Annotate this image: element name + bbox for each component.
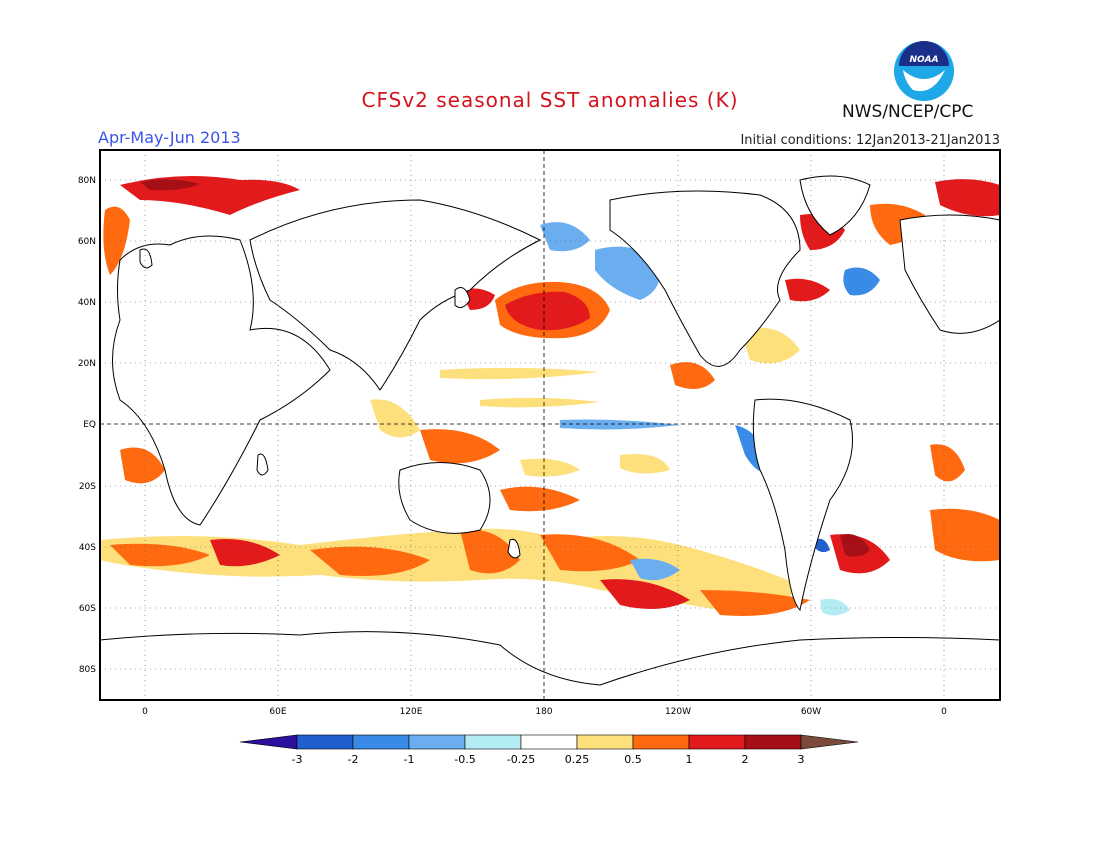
lat-label: 20N bbox=[78, 359, 96, 369]
lon-label: 120W bbox=[665, 707, 691, 717]
lat-label: 20S bbox=[79, 482, 96, 492]
colorbar-segment bbox=[744, 734, 802, 750]
lat-label: 40N bbox=[78, 298, 96, 308]
lon-label: 180 bbox=[535, 707, 552, 717]
colorbar-segment bbox=[296, 734, 354, 750]
colorbar-label: 2 bbox=[742, 753, 749, 766]
noaa-logo-icon: NOAA bbox=[894, 41, 954, 101]
lon-label: 120E bbox=[400, 707, 423, 717]
colorbar-label: -1 bbox=[404, 753, 415, 766]
colorbar-label: 0.25 bbox=[565, 753, 590, 766]
map-frame bbox=[99, 149, 1001, 701]
colorbar-max-arrow bbox=[800, 734, 859, 750]
lon-label: 60E bbox=[269, 707, 286, 717]
lat-label: 80S bbox=[79, 665, 96, 675]
map-grid bbox=[100, 150, 1000, 700]
lat-label: 80N bbox=[78, 176, 96, 186]
svg-text:NOAA: NOAA bbox=[909, 55, 938, 65]
colorbar-segment bbox=[464, 734, 522, 750]
colorbar-label: -0.25 bbox=[507, 753, 535, 766]
season-label: Apr-May-Jun 2013 bbox=[98, 128, 241, 147]
colorbar-segment bbox=[688, 734, 746, 750]
lat-label: 60S bbox=[79, 604, 96, 614]
colorbar-label: -2 bbox=[348, 753, 359, 766]
colorbar-segment bbox=[408, 734, 466, 750]
colorbar-label: 0.5 bbox=[624, 753, 642, 766]
colorbar-label: -3 bbox=[292, 753, 303, 766]
lon-label: 0 bbox=[142, 707, 148, 717]
colorbar-segment bbox=[576, 734, 634, 750]
colorbar-label: 1 bbox=[686, 753, 693, 766]
colorbar-min-arrow bbox=[239, 734, 298, 750]
lon-label: 0 bbox=[941, 707, 947, 717]
map-title: CFSv2 seasonal SST anomalies (K) bbox=[361, 88, 739, 112]
equator-dateline bbox=[100, 150, 1000, 700]
colorbar-segment bbox=[632, 734, 690, 750]
colorbar-label: -0.5 bbox=[454, 753, 475, 766]
colorbar-label: 3 bbox=[798, 753, 805, 766]
colorbar-segment bbox=[352, 734, 410, 750]
lat-label: EQ bbox=[83, 420, 96, 430]
lat-label: 60N bbox=[78, 237, 96, 247]
land-masses bbox=[100, 175, 1000, 700]
agency-label: NWS/NCEP/CPC bbox=[842, 102, 974, 122]
colorbar-segment bbox=[520, 734, 578, 750]
initial-conditions-label: Initial conditions: 12Jan2013-21Jan2013 bbox=[740, 133, 1000, 148]
lon-label: 60W bbox=[801, 707, 821, 717]
lat-label: 40S bbox=[79, 543, 96, 553]
